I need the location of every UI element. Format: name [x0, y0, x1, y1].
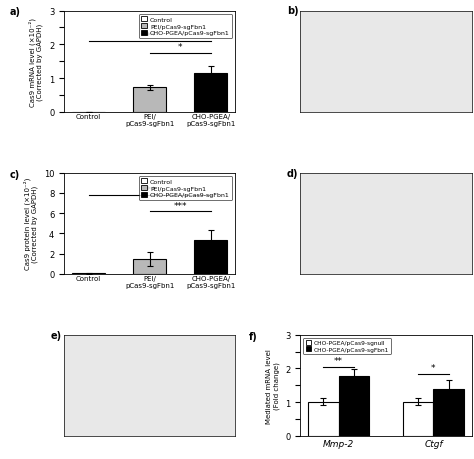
Text: ***: *** — [173, 202, 187, 211]
Text: ***: *** — [143, 185, 156, 195]
Text: f): f) — [249, 331, 258, 341]
Bar — [308, 402, 338, 436]
Y-axis label: Cas9 protein level (×10⁻²)
(Corrected by GAPDH): Cas9 protein level (×10⁻²) (Corrected by… — [23, 178, 38, 270]
Bar — [403, 402, 433, 436]
Text: *: * — [178, 43, 182, 52]
Bar — [433, 390, 464, 436]
Bar — [194, 74, 228, 112]
Text: d): d) — [287, 168, 298, 178]
Bar — [133, 88, 166, 112]
Bar — [194, 241, 228, 274]
Legend: Control, PEI/pCas9-sgFbn1, CHO-PGEA/pCas9-sgFbn1: Control, PEI/pCas9-sgFbn1, CHO-PGEA/pCas… — [138, 176, 232, 201]
Text: **: ** — [334, 357, 343, 366]
Y-axis label: Mediated mRNA level
(Fold change): Mediated mRNA level (Fold change) — [266, 348, 280, 423]
Legend: Control, PEI/pCas9-sgFbn1, CHO-PGEA/pCas9-sgFbn1: Control, PEI/pCas9-sgFbn1, CHO-PGEA/pCas… — [138, 15, 232, 39]
Text: b): b) — [287, 6, 298, 17]
Text: c): c) — [9, 169, 19, 179]
Text: ***: *** — [143, 32, 156, 40]
Text: e): e) — [50, 330, 62, 340]
Bar — [133, 259, 166, 274]
Text: a): a) — [9, 7, 20, 17]
Text: *: * — [431, 364, 436, 372]
Bar — [338, 376, 369, 436]
Y-axis label: Cas9 mRNA level (×10⁻²)
(Corrected by GAPDH): Cas9 mRNA level (×10⁻²) (Corrected by GA… — [28, 17, 43, 106]
Legend: CHO-PGEA/pCas9-sgnull, CHO-PGEA/pCas9-sgFbn1: CHO-PGEA/pCas9-sgnull, CHO-PGEA/pCas9-sg… — [303, 338, 392, 354]
